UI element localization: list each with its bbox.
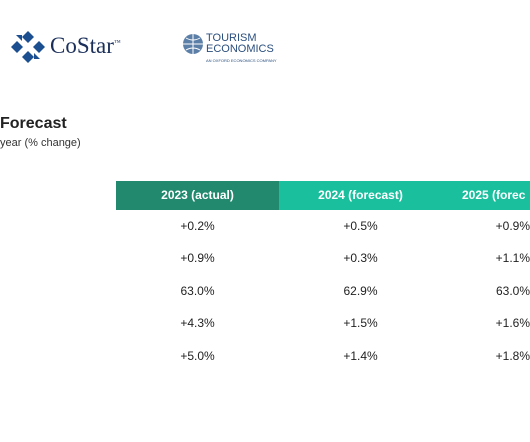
table-cell: +1.5% xyxy=(343,316,378,331)
table-cell: +1.8% xyxy=(495,348,530,363)
table-cell: +0.5% xyxy=(343,219,378,233)
table-cell: 63.0% xyxy=(180,283,215,298)
column-header: 2024 (forecast) xyxy=(279,181,442,210)
table-cell: +4.3% xyxy=(180,316,215,331)
table-cell: +1.1% xyxy=(495,251,530,266)
subtitle: year (% change) xyxy=(0,137,81,149)
table-cell: +1.4% xyxy=(343,348,378,363)
table-cell: +0.3% xyxy=(343,251,378,266)
tourism-logo: TOURISM ECONOMICS AN OXFORD ECONOMICS COMP… xyxy=(206,32,277,64)
column-header: 2023 (actual) xyxy=(116,181,279,210)
costar-wordmark: CoStar™ xyxy=(50,33,121,58)
table-cell: +0.9% xyxy=(180,251,215,266)
table-cell: 63.0% xyxy=(495,283,530,298)
costar-logo xyxy=(11,31,45,63)
table-cell: +5.0% xyxy=(180,348,215,363)
table-cell: 62.9% xyxy=(343,283,378,298)
title: Forecast xyxy=(0,115,67,132)
column-header: 2025 (forec xyxy=(442,181,530,210)
table-cell: +0.2% xyxy=(180,219,215,233)
table-cell: +1.6% xyxy=(495,316,530,331)
table-cell: +0.9% xyxy=(495,219,530,233)
globe-icon xyxy=(183,34,203,54)
